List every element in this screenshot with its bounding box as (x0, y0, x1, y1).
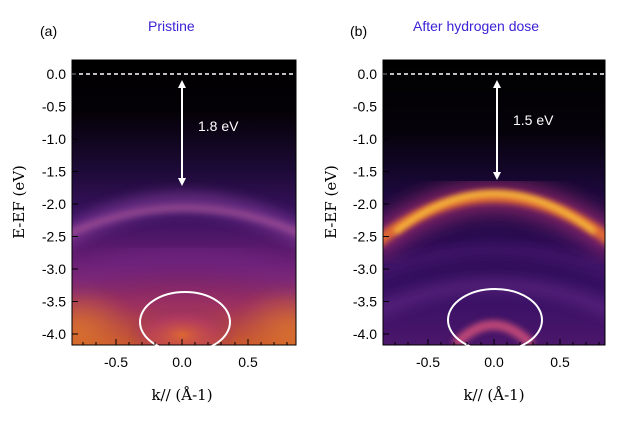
panel-a-x-ticks: -0.5 0.0 0.5 (82, 339, 288, 370)
y-tick: 0.0 (47, 66, 78, 82)
x-tick-label: -0.5 (416, 354, 440, 370)
svg-text:0.0: 0.0 (47, 66, 67, 82)
panel-b-label: (b) (350, 23, 367, 39)
panel-a-y-ticks: 0.0 -0.5 -1.0 -1.5 -2.0 -2.5 -3.0 -3.5 -… (42, 66, 78, 342)
y-tick: -2.5 (42, 229, 78, 245)
svg-text:-3.0: -3.0 (353, 261, 377, 277)
y-tick: -3.0 (42, 261, 78, 277)
panel-a-highlight-ellipse (139, 291, 231, 353)
svg-text:0.0: 0.0 (358, 66, 378, 82)
svg-text:-1.5: -1.5 (353, 164, 377, 180)
y-tick: -3.5 (42, 294, 78, 310)
panel-b-y-axis-title: E-EF (eV) (322, 165, 340, 239)
y-tick: -2.5 (353, 229, 389, 245)
svg-text:-1.0: -1.0 (353, 131, 377, 147)
x-tick-label: 0.5 (550, 354, 570, 370)
svg-text:-3.0: -3.0 (42, 261, 66, 277)
panel-b-heatmap (383, 60, 605, 345)
y-tick: -1.0 (42, 131, 78, 147)
svg-text:-4.0: -4.0 (353, 326, 377, 342)
svg-text:-3.5: -3.5 (42, 294, 66, 310)
panel-b-y-ticks: 0.0 -0.5 -1.0 -1.5 -2.0 -2.5 -3.0 -3.5 -… (353, 66, 389, 342)
x-tick-label: 0.5 (238, 354, 258, 370)
panel-a: (a) Pristine 1.8 eV 0.0 -0.5 -1.0 (10, 18, 297, 404)
y-tick: -1.0 (353, 131, 389, 147)
panel-b-highlight-ellipse (447, 288, 543, 352)
y-tick: 0.0 (358, 66, 389, 82)
y-tick: -2.0 (42, 196, 78, 212)
svg-text:-4.0: -4.0 (42, 326, 66, 342)
svg-text:-1.0: -1.0 (42, 131, 66, 147)
y-tick: -4.0 (42, 326, 78, 342)
x-tick-label: 0.0 (484, 354, 504, 370)
panel-b-title: After hydrogen dose (413, 18, 539, 34)
y-tick: -3.0 (353, 261, 389, 277)
panel-a-title: Pristine (148, 18, 195, 34)
panel-b-x-ticks: -0.5 0.0 0.5 (394, 339, 600, 370)
y-tick: -1.5 (42, 164, 78, 180)
svg-text:-0.5: -0.5 (353, 99, 377, 115)
y-tick: -3.5 (353, 294, 389, 310)
panel-b-gap-label: 1.5 eV (513, 112, 554, 128)
svg-text:-2.0: -2.0 (42, 196, 66, 212)
panel-b: (b) After hydrogen dose 1.5 eV 0.0 -0.5 … (322, 18, 606, 404)
panel-a-x-axis-title: k// (Å-1) (151, 386, 212, 404)
panel-a-label: (a) (40, 23, 57, 39)
y-tick: -2.0 (353, 196, 389, 212)
svg-text:-2.5: -2.5 (42, 229, 66, 245)
svg-text:-2.0: -2.0 (353, 196, 377, 212)
panel-a-heatmap (72, 60, 296, 345)
y-tick: -0.5 (42, 99, 78, 115)
panel-a-gap-label: 1.8 eV (198, 118, 239, 134)
svg-text:-3.5: -3.5 (353, 294, 377, 310)
y-tick: -4.0 (353, 326, 389, 342)
panel-b-x-axis-title: k// (Å-1) (463, 386, 524, 404)
y-tick: -0.5 (353, 99, 389, 115)
svg-text:-2.5: -2.5 (353, 229, 377, 245)
panel-a-y-axis-title: E-EF (eV) (10, 165, 28, 239)
svg-text:-0.5: -0.5 (42, 99, 66, 115)
x-tick-label: 0.0 (172, 354, 192, 370)
svg-text:-1.5: -1.5 (42, 164, 66, 180)
y-tick: -1.5 (353, 164, 389, 180)
x-tick-label: -0.5 (104, 354, 128, 370)
